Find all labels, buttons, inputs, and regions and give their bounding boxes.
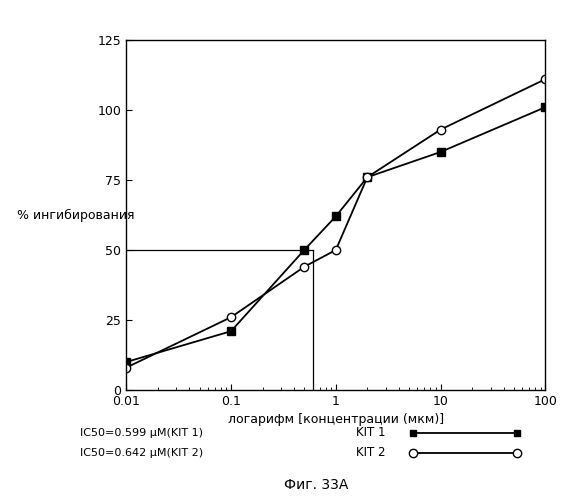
Text: KIT 2: KIT 2 xyxy=(356,446,385,459)
KIT 2 xyxy=(364,174,371,180)
Line: KIT 2: KIT 2 xyxy=(122,75,549,372)
Text: % ингибирования: % ингибирования xyxy=(17,208,135,222)
KIT 1 xyxy=(123,359,130,365)
KIT 2 xyxy=(227,314,234,320)
KIT 2 xyxy=(437,126,444,132)
KIT 1 xyxy=(332,214,339,220)
KIT 1 xyxy=(301,247,308,253)
Text: KIT 1: KIT 1 xyxy=(356,426,385,439)
KIT 1 xyxy=(364,174,371,180)
KIT 2 xyxy=(332,247,339,253)
Text: IC50=0.642 μM(KIT 2): IC50=0.642 μM(KIT 2) xyxy=(80,448,204,458)
KIT 1 xyxy=(437,149,444,155)
X-axis label: логарифм [концентрации (мкм)]: логарифм [концентрации (мкм)] xyxy=(228,414,444,426)
Text: Фиг. 33A: Фиг. 33A xyxy=(284,478,348,492)
KIT 1 xyxy=(227,328,234,334)
KIT 2 xyxy=(542,76,549,82)
KIT 1 xyxy=(542,104,549,110)
KIT 2 xyxy=(123,364,130,370)
Line: KIT 1: KIT 1 xyxy=(122,104,549,366)
KIT 2 xyxy=(301,264,308,270)
Text: IC50=0.599 μM(KIT 1): IC50=0.599 μM(KIT 1) xyxy=(80,428,203,438)
